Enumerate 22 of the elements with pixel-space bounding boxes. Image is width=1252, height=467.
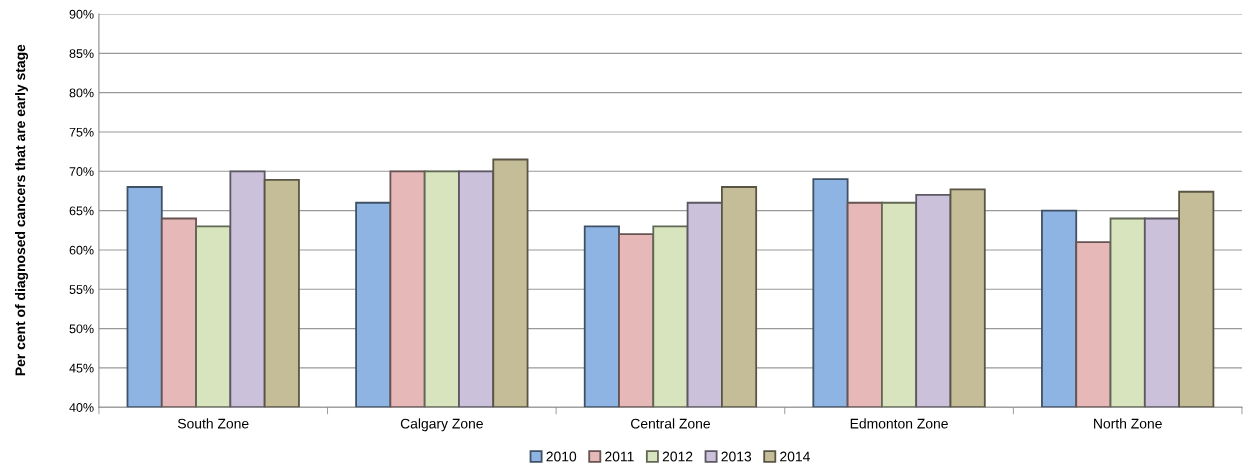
legend-label: 2013 [721, 451, 752, 462]
legend-label: 2012 [662, 451, 693, 462]
y-tick-label: 85% [69, 49, 94, 58]
y-tick-label: 75% [69, 127, 94, 137]
x-tick-label: South Zone [177, 418, 249, 429]
y-tick-label: 80% [69, 88, 94, 98]
x-tick-label: Edmonton Zone [850, 418, 948, 429]
y-axis-title: Per cent of diagnosed cancers that are early stage [15, 44, 29, 376]
y-tick-label: 90% [69, 9, 94, 19]
legend-label: 2010 [546, 451, 577, 462]
y-tick-label: 65% [69, 206, 94, 216]
x-tick-label: Calgary Zone [400, 418, 483, 432]
y-tick-label: 55% [69, 285, 94, 294]
x-tick-label: Central Zone [631, 418, 710, 429]
y-tick-label: 40% [69, 403, 94, 412]
y-tick-label: 60% [69, 245, 94, 255]
y-tick-label: 70% [69, 167, 94, 176]
x-tick-label: North Zone [1094, 418, 1162, 429]
y-tick-label: 50% [69, 324, 94, 334]
legend-label: 2011 [605, 451, 634, 462]
y-tick-label: 45% [69, 363, 94, 373]
legend-label: 2014 [780, 451, 810, 462]
